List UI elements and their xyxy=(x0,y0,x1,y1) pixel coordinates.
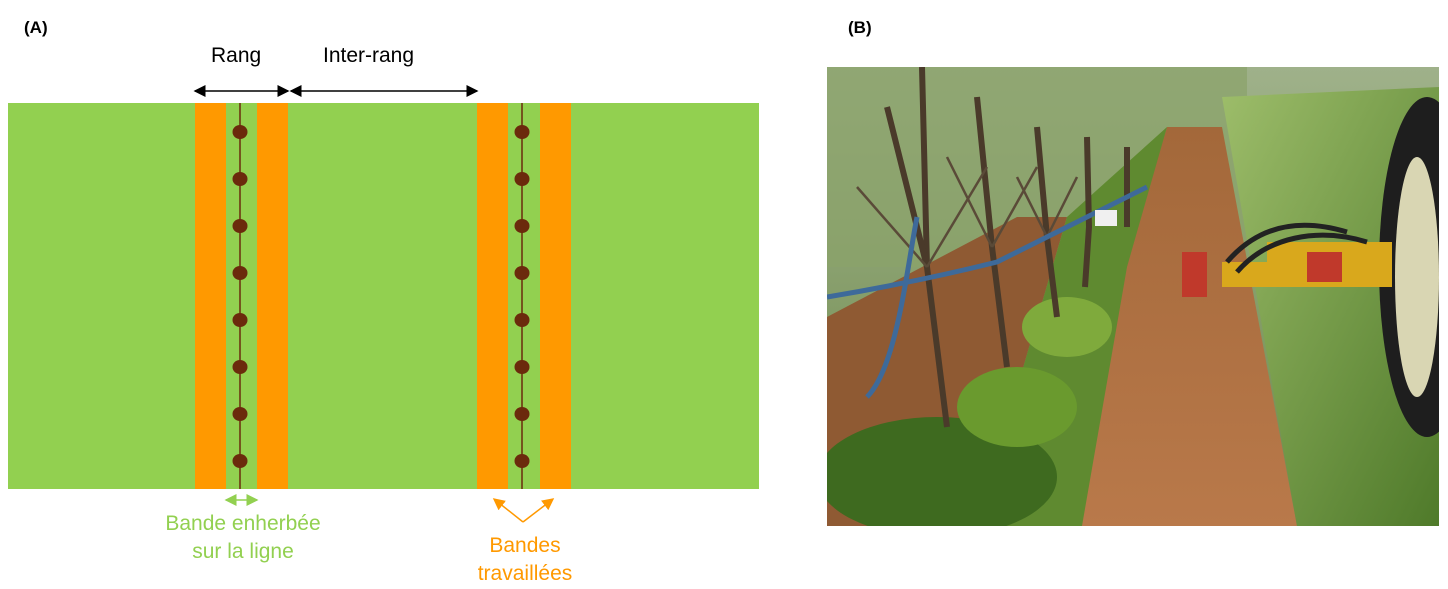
tree-dot xyxy=(514,313,530,327)
tree-dot xyxy=(232,313,248,327)
tree-dot xyxy=(514,454,530,468)
inter-rang-dimension-label: Inter-rang xyxy=(323,44,415,67)
tree-dot xyxy=(232,219,248,233)
tree-dot xyxy=(232,454,248,468)
tree-dot xyxy=(514,125,530,139)
worked-bands-legend-line-1: Bandes xyxy=(489,534,561,557)
rang-dimension-label: Rang xyxy=(211,44,262,67)
worked-bands-legend-line-2: travaillées xyxy=(477,562,573,585)
worked-bands-legend: Bandes travaillées xyxy=(450,532,600,588)
orchard-row-schematic xyxy=(8,85,759,523)
worked-band-right-row-2 xyxy=(540,103,571,489)
worked-band-left-row-1 xyxy=(195,103,226,489)
worked-band-left-row-2 xyxy=(477,103,508,489)
tree-dot xyxy=(514,407,530,421)
tree-dot xyxy=(232,266,248,280)
orchard-tillage-photo xyxy=(827,67,1439,526)
tree-dot xyxy=(514,172,530,186)
worked-band-arrow-right xyxy=(522,498,555,523)
grass-band-legend: Bande enherbée sur la ligne xyxy=(138,510,348,566)
grass-field xyxy=(8,103,759,489)
tree-dot xyxy=(514,266,530,280)
tree-dot xyxy=(232,125,248,139)
panel-a-label: (A) xyxy=(24,18,48,37)
grass-band-legend-line-2: sur la ligne xyxy=(192,540,294,563)
tree-dot xyxy=(514,219,530,233)
tree-dot xyxy=(232,360,248,374)
panel-b-label: (B) xyxy=(848,18,872,37)
trees-row-2 xyxy=(514,125,530,468)
grass-band-legend-line-1: Bande enherbée xyxy=(165,512,321,535)
worked-band-arrow-left xyxy=(492,498,524,523)
worked-band-right-row-1 xyxy=(257,103,288,489)
tree-dot xyxy=(232,407,248,421)
trees-row-1 xyxy=(232,125,248,468)
tree-dot xyxy=(514,360,530,374)
tree-dot xyxy=(232,172,248,186)
